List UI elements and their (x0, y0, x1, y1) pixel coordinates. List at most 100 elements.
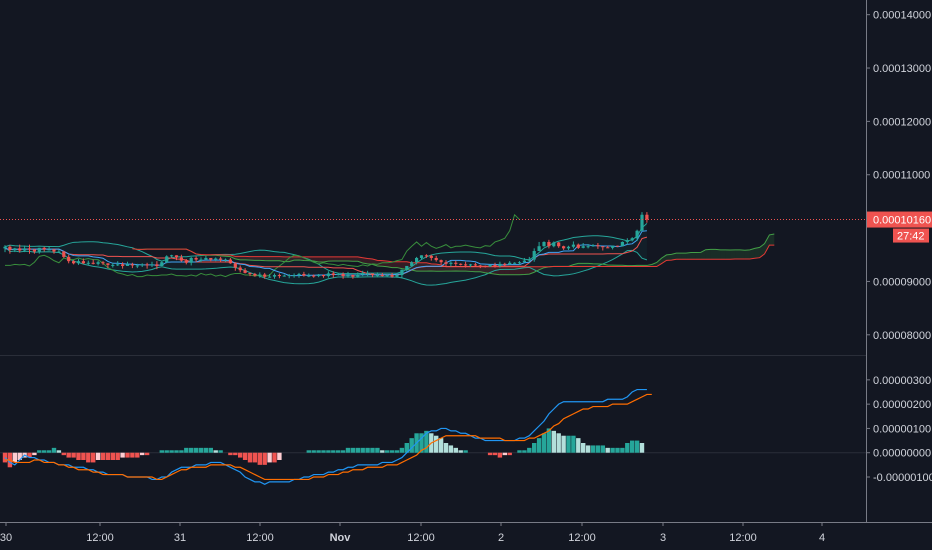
candle[interactable] (527, 256, 531, 263)
candle[interactable] (473, 262, 477, 267)
candle[interactable] (292, 273, 296, 278)
candle[interactable] (468, 263, 473, 268)
candle[interactable] (464, 261, 468, 268)
candle[interactable] (125, 261, 130, 266)
candle[interactable] (615, 245, 620, 247)
candle[interactable] (537, 241, 541, 252)
candle[interactable] (312, 274, 316, 278)
candle[interactable] (23, 245, 27, 253)
candle[interactable] (478, 264, 482, 269)
candle[interactable] (27, 244, 32, 254)
candle[interactable] (439, 259, 443, 265)
price-axis[interactable]: 0.00014000 0.00013000 0.00012000 0.00011000… (866, 0, 932, 522)
candle[interactable] (42, 246, 46, 252)
candle[interactable] (390, 272, 394, 278)
price-pane[interactable] (0, 212, 866, 286)
candle[interactable] (81, 258, 85, 264)
candle[interactable] (586, 244, 590, 249)
candle[interactable] (101, 261, 105, 265)
candle[interactable] (508, 261, 512, 265)
candle[interactable] (513, 262, 517, 264)
candle[interactable] (18, 244, 22, 253)
candle[interactable] (3, 245, 7, 253)
candle[interactable] (160, 261, 164, 266)
candle[interactable] (405, 265, 409, 272)
candle[interactable] (429, 254, 433, 261)
candle[interactable] (370, 273, 375, 278)
candle[interactable] (8, 245, 12, 254)
candle[interactable] (174, 255, 179, 261)
candle[interactable] (214, 257, 218, 262)
candle[interactable] (140, 263, 144, 268)
candle[interactable] (145, 262, 149, 269)
candle[interactable] (121, 262, 125, 269)
candle[interactable] (532, 248, 536, 262)
candle[interactable] (606, 245, 610, 249)
candle[interactable] (434, 255, 438, 262)
candle[interactable] (47, 246, 51, 251)
candle[interactable] (248, 272, 252, 277)
candle[interactable] (223, 258, 228, 262)
candle[interactable] (209, 257, 213, 262)
candle[interactable] (346, 271, 350, 278)
candle[interactable] (581, 243, 585, 249)
candle[interactable] (302, 271, 306, 277)
candle[interactable] (625, 238, 629, 245)
candle[interactable] (351, 274, 355, 279)
candle[interactable] (219, 256, 223, 262)
candle[interactable] (331, 271, 335, 278)
candle[interactable] (635, 229, 639, 241)
candle[interactable] (645, 212, 649, 223)
candle[interactable] (620, 241, 624, 247)
candle[interactable] (459, 263, 463, 266)
candle[interactable] (228, 257, 232, 264)
candle[interactable] (321, 274, 326, 278)
candle[interactable] (566, 245, 571, 250)
candle[interactable] (517, 261, 522, 265)
candle[interactable] (317, 273, 321, 278)
candle[interactable] (72, 260, 76, 265)
candle[interactable] (361, 270, 365, 277)
candle[interactable] (297, 272, 301, 278)
candle[interactable] (179, 254, 183, 262)
candle[interactable] (52, 248, 56, 254)
candle[interactable] (116, 261, 120, 266)
candle[interactable] (498, 261, 502, 268)
candle[interactable] (522, 257, 526, 263)
candle[interactable] (170, 254, 174, 258)
candle[interactable] (37, 247, 41, 254)
candle[interactable] (307, 273, 311, 278)
candle[interactable] (444, 260, 448, 267)
candle[interactable] (268, 273, 272, 278)
candle[interactable] (243, 268, 247, 274)
candle[interactable] (263, 272, 267, 279)
macd-pane[interactable] (0, 388, 866, 485)
candle[interactable] (630, 237, 634, 242)
time-axis[interactable]: 30 12:00 31 12:00 Nov 12:00 2 12:00 3 12:00 4 (0, 522, 932, 544)
candle[interactable] (424, 254, 428, 258)
candle[interactable] (503, 262, 507, 267)
candle[interactable] (233, 262, 237, 271)
candle[interactable] (62, 251, 66, 258)
candle[interactable] (106, 263, 110, 269)
candle[interactable] (410, 261, 414, 266)
candle[interactable] (165, 255, 169, 264)
candle[interactable] (67, 254, 71, 264)
candle[interactable] (341, 272, 345, 279)
candle[interactable] (258, 272, 262, 278)
candle[interactable] (366, 270, 370, 277)
candle[interactable] (562, 245, 566, 250)
candle[interactable] (96, 260, 100, 266)
candle[interactable] (385, 274, 389, 278)
candle[interactable] (576, 243, 580, 249)
candle[interactable] (32, 248, 36, 254)
candle[interactable] (596, 243, 600, 249)
candle[interactable] (150, 261, 154, 268)
candle[interactable] (483, 265, 487, 268)
candle[interactable] (571, 241, 575, 249)
candle[interactable] (326, 271, 330, 278)
candle[interactable] (488, 264, 492, 268)
candle[interactable] (640, 212, 644, 232)
candle[interactable] (130, 262, 134, 269)
